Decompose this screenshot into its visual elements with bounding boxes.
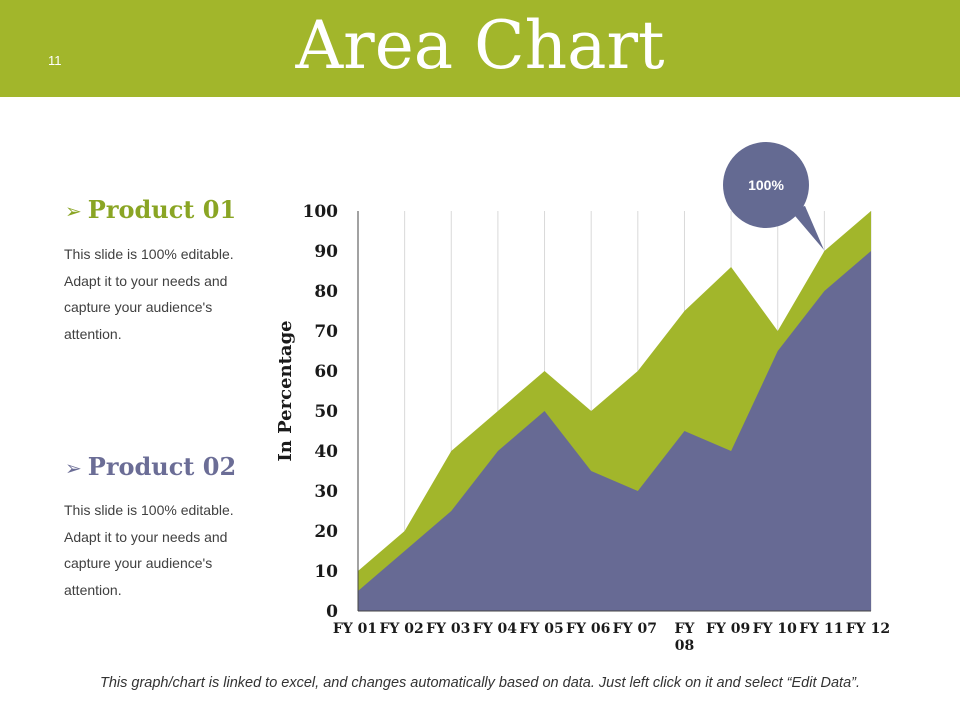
x-tick-label: FY 08	[674, 621, 695, 654]
x-tick-label: FY 04	[473, 621, 518, 637]
product-01-name: Product 01	[87, 195, 237, 224]
title-banner: 11 Area Chart	[0, 0, 960, 97]
y-tick-label: 0	[326, 602, 338, 622]
y-tick-label: 30	[314, 482, 338, 502]
x-tick-label: FY 07	[613, 621, 657, 637]
y-tick-label: 90	[314, 242, 338, 262]
x-tick-label: FY 12	[846, 621, 890, 637]
callout-bubble	[723, 142, 809, 228]
x-tick-label: FY 03	[426, 621, 470, 637]
y-tick-label: 70	[314, 322, 338, 342]
y-tick-label: 10	[314, 562, 338, 582]
product-02-description: This slide is 100% editable. Adapt it to…	[64, 502, 234, 598]
product-01-heading: ➢ Product 01	[65, 195, 236, 224]
y-tick-label: 50	[314, 402, 338, 422]
y-tick-label: 80	[314, 282, 338, 302]
arrow-icon: ➢	[65, 456, 82, 480]
x-tick-label: FY 10	[753, 621, 798, 637]
x-tick-label: FY 05	[519, 621, 563, 637]
y-tick-label: 40	[314, 442, 338, 462]
product-02-name: Product 02	[87, 452, 237, 481]
x-tick-label: FY 02	[379, 621, 423, 637]
x-tick-label: FY 09	[706, 621, 750, 637]
product-02-heading: ➢ Product 02	[65, 452, 236, 481]
y-tick-label: 20	[314, 522, 338, 542]
slide-title: Area Chart	[295, 7, 665, 84]
y-tick-label: 60	[314, 362, 338, 382]
footer-note: This graph/chart is linked to excel, and…	[99, 675, 861, 691]
x-tick-label: FY 11	[799, 621, 843, 637]
callout-text: 100%	[748, 177, 784, 193]
y-axis-title: In Percentage	[275, 320, 296, 461]
area-series-2	[358, 251, 871, 611]
callout-pointer	[790, 206, 824, 250]
y-tick-label: 100	[303, 202, 339, 222]
slide-number: 11	[48, 53, 62, 68]
x-tick-label: FY 01	[333, 621, 377, 637]
arrow-icon: ➢	[65, 199, 82, 223]
product-01-description: This slide is 100% editable. Adapt it to…	[64, 246, 234, 342]
x-tick-label: FY 06	[566, 621, 610, 637]
